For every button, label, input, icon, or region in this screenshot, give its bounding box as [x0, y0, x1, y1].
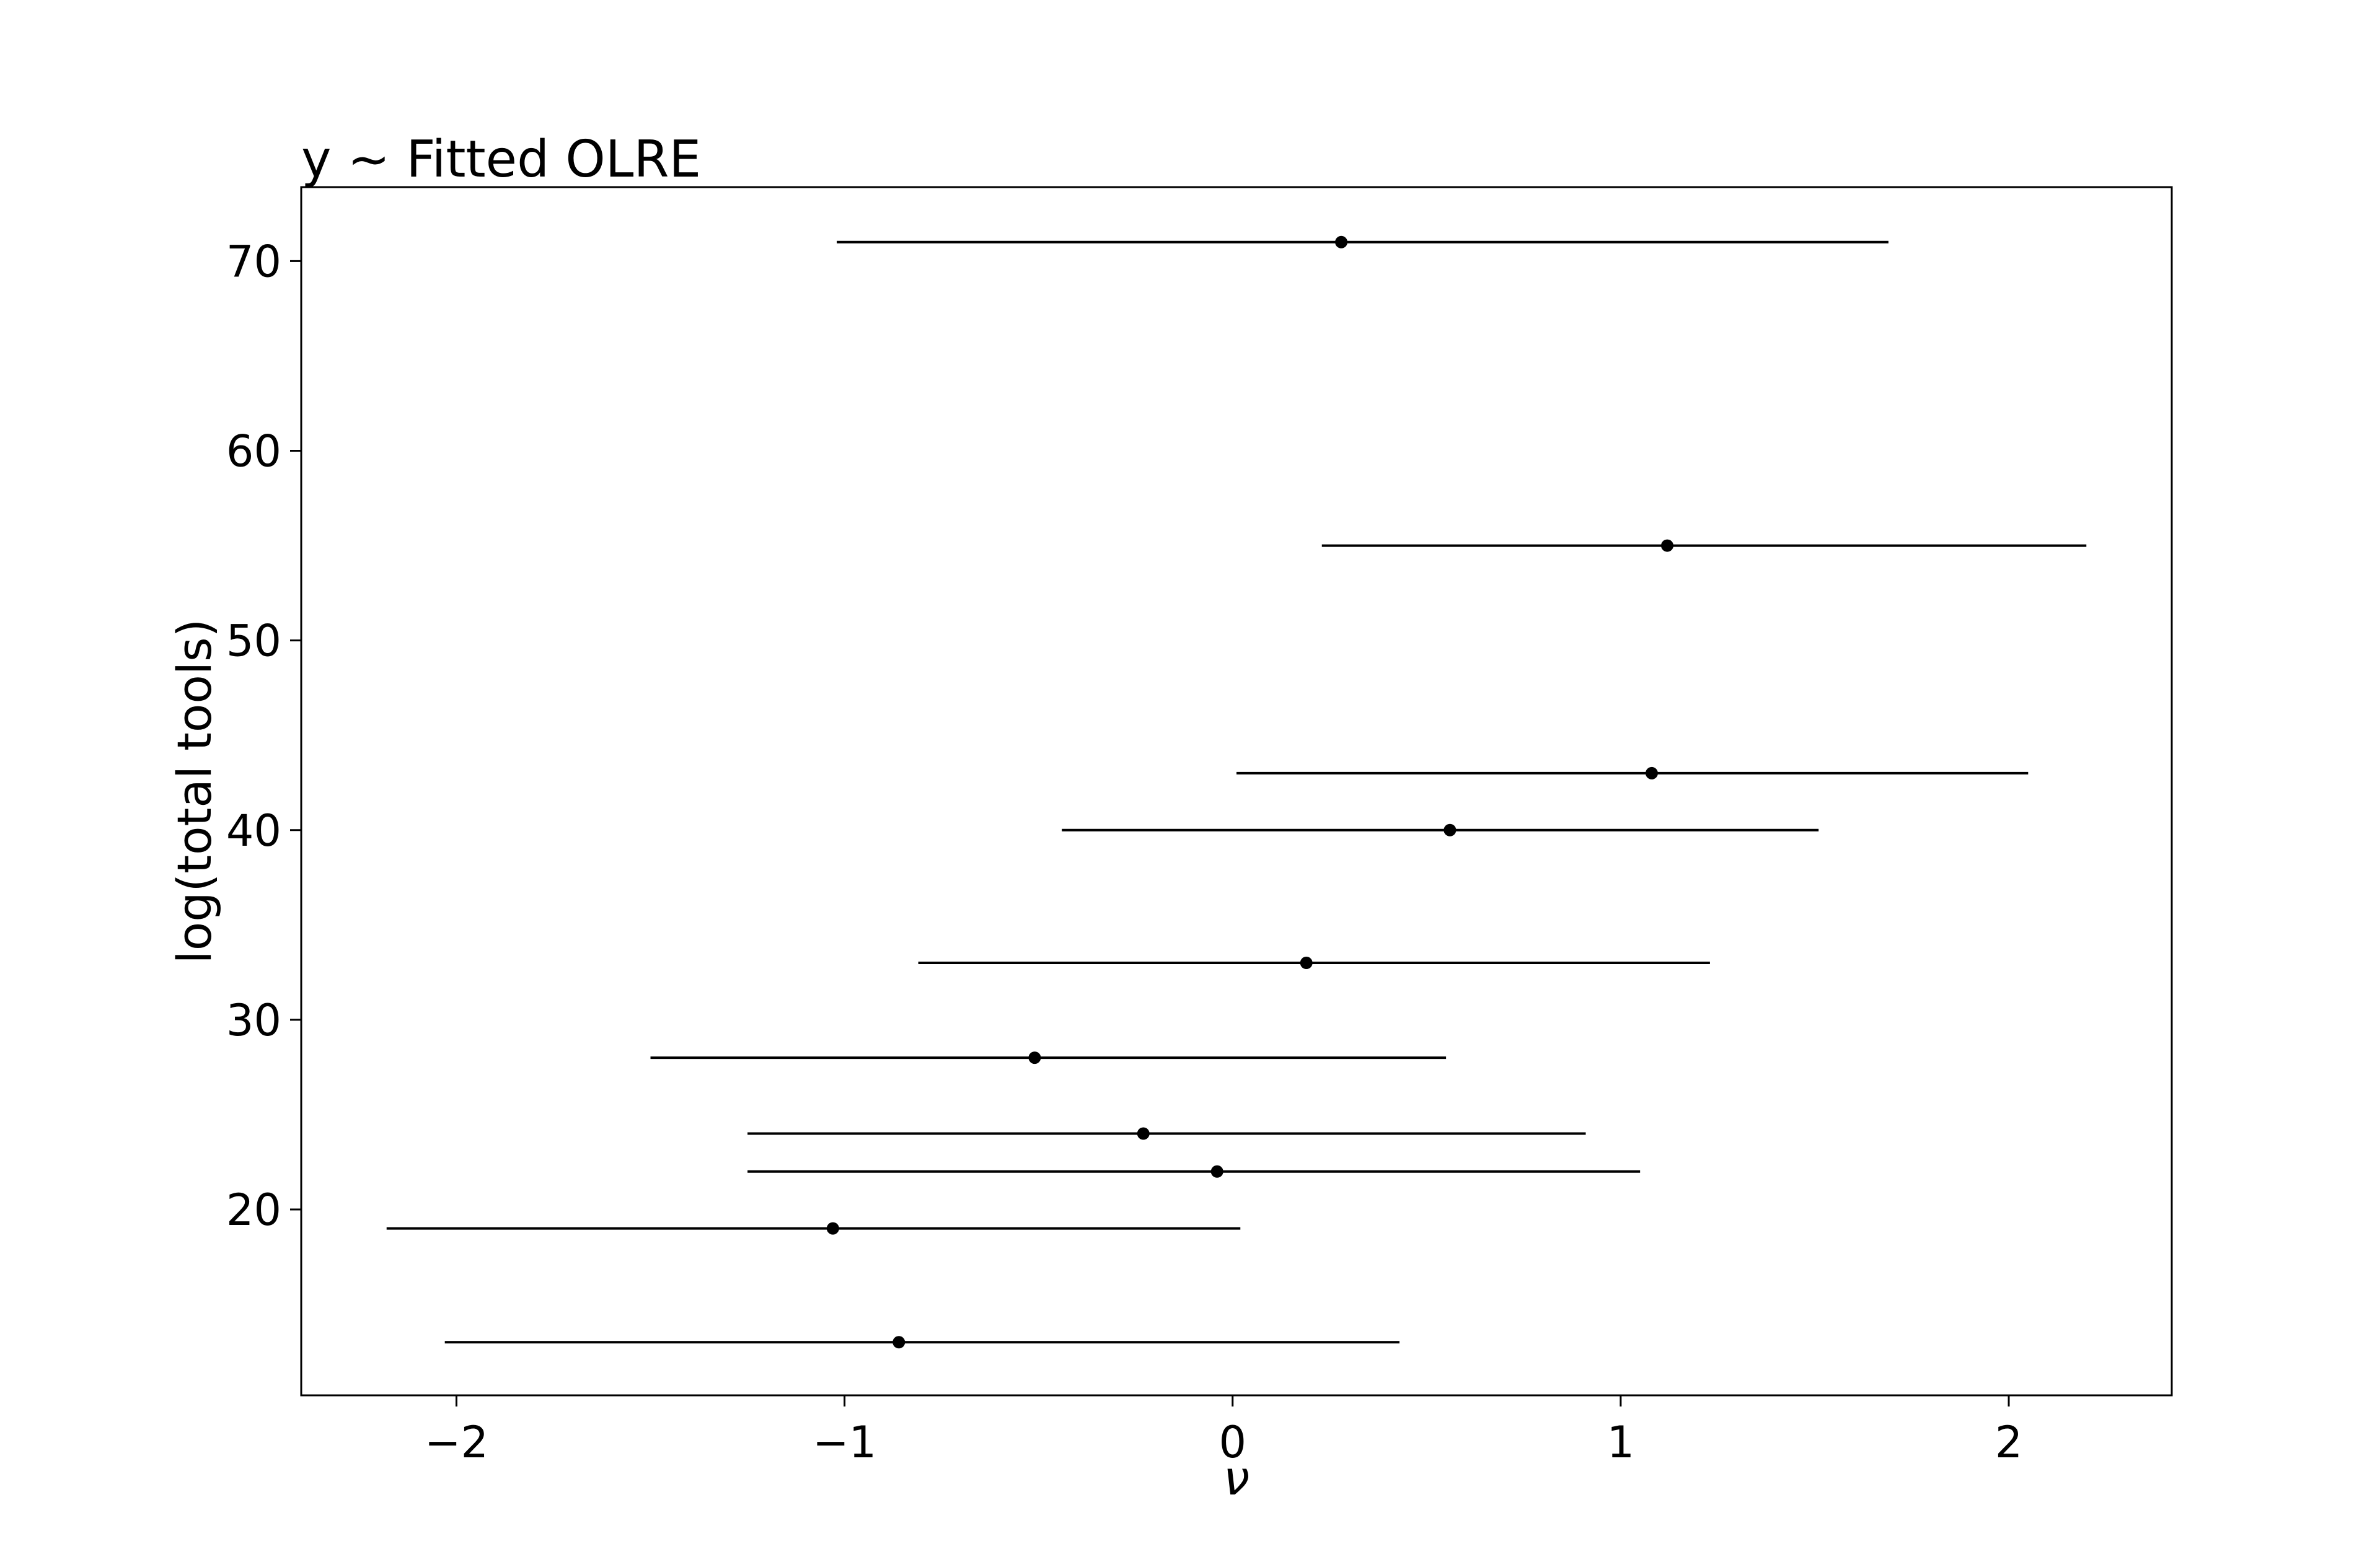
point-estimate — [1335, 235, 1348, 248]
x-axis-label: ν — [1223, 1450, 1250, 1506]
x-tick-label: 2 — [1995, 1417, 2023, 1468]
data-marks — [386, 235, 2087, 1349]
point-estimate — [826, 1222, 839, 1235]
y-tick-label: 50 — [226, 616, 281, 667]
y-tick-label: 30 — [226, 995, 281, 1046]
x-tick-label: 1 — [1607, 1417, 1635, 1468]
chart-title: y ~ Fitted OLRE — [301, 130, 701, 189]
y-tick-label: 60 — [226, 426, 281, 477]
y-tick-label: 70 — [226, 236, 281, 287]
x-axis: −2 −1 0 1 2 — [425, 1395, 2022, 1468]
point-estimate — [1210, 1165, 1223, 1178]
x-tick-label: 0 — [1219, 1417, 1246, 1468]
point-estimate — [1300, 957, 1313, 970]
y-axis: 20 30 40 50 60 70 — [226, 236, 301, 1235]
point-estimate — [1443, 823, 1457, 836]
point-estimate — [1137, 1127, 1150, 1140]
y-axis-label: log(total tools) — [167, 619, 222, 964]
plot-area-frame — [300, 186, 2173, 1397]
point-estimate — [1661, 539, 1674, 552]
x-tick-label: −1 — [813, 1417, 876, 1468]
point-estimate — [892, 1336, 906, 1349]
y-tick-label: 20 — [226, 1185, 281, 1235]
point-estimate — [1645, 766, 1658, 779]
point-estimate — [1028, 1051, 1041, 1064]
y-tick-label: 40 — [226, 805, 281, 856]
x-tick-label: −2 — [425, 1417, 488, 1468]
